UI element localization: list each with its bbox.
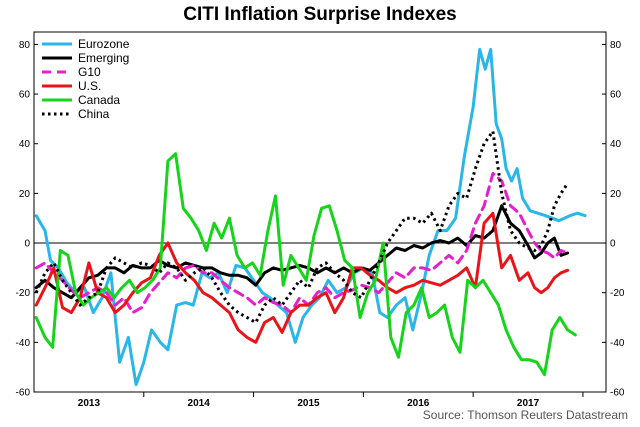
chart-title: CITI Inflation Surprise Indexes bbox=[183, 4, 457, 25]
legend-label-u-s: U.S. bbox=[78, 79, 101, 93]
y-tick-label-left: 40 bbox=[19, 139, 31, 150]
series-line-u-s bbox=[34, 211, 570, 344]
y-tick-label-right: -40 bbox=[610, 338, 625, 349]
source-note: Source: Thomson Reuters Datastream bbox=[422, 408, 628, 422]
y-tick-label-right: 40 bbox=[610, 139, 622, 150]
y-tick-label-right: 20 bbox=[610, 189, 622, 200]
plot-frame bbox=[33, 31, 607, 393]
series-line-canada bbox=[34, 152, 577, 377]
y-tick-label-left: 0 bbox=[24, 239, 30, 250]
y-tick-label-right: 80 bbox=[610, 40, 622, 51]
y-tick-label-left: -60 bbox=[16, 388, 31, 399]
legend-label-emerging: Emerging bbox=[78, 51, 129, 65]
x-tick-label: 2017 bbox=[517, 398, 540, 409]
x-tick-label: 2016 bbox=[407, 398, 430, 409]
y-tick-label-left: 60 bbox=[19, 90, 31, 101]
legend-label-g10: G10 bbox=[78, 65, 101, 79]
y-tick-label-left: -20 bbox=[16, 288, 31, 299]
y-tick-label-right: -20 bbox=[610, 288, 625, 299]
axis-layer: 80 80 60 60 40 40 20 20 0 0 -20 -20 -40 -40 -60 -60 2013… bbox=[16, 40, 625, 409]
y-tick-label-left: 80 bbox=[19, 40, 31, 51]
series-line-eurozone bbox=[34, 47, 587, 387]
x-tick-label: 2014 bbox=[188, 398, 211, 409]
legend-label-canada: Canada bbox=[78, 93, 120, 107]
legend-label-eurozone: Eurozone bbox=[78, 37, 130, 51]
x-tick-label: 2013 bbox=[78, 398, 101, 409]
y-tick-label-left: -40 bbox=[16, 338, 31, 349]
x-tick-label: 2015 bbox=[297, 398, 320, 409]
y-tick-label-right: 60 bbox=[610, 90, 622, 101]
y-tick-label-right: 0 bbox=[610, 239, 616, 250]
y-tick-label-left: 20 bbox=[19, 189, 31, 200]
legend-label-china: China bbox=[78, 107, 110, 121]
series-layer bbox=[34, 47, 587, 387]
series-line-china bbox=[34, 129, 569, 324]
y-tick-label-right: -60 bbox=[610, 388, 625, 399]
